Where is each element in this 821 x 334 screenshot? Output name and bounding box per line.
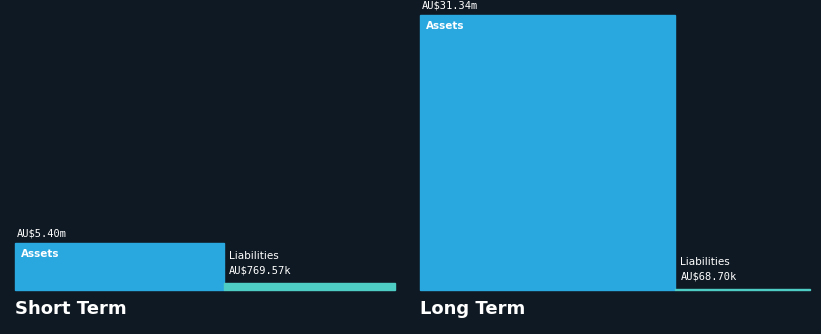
Bar xyxy=(224,283,395,290)
Text: AU$68.70k: AU$68.70k xyxy=(681,272,736,282)
Text: AU$5.40m: AU$5.40m xyxy=(17,228,67,238)
Text: Liabilities: Liabilities xyxy=(681,258,730,268)
Text: Assets: Assets xyxy=(426,21,465,31)
Text: Liabilities: Liabilities xyxy=(229,251,279,261)
Bar xyxy=(420,15,676,290)
Text: AU$769.57k: AU$769.57k xyxy=(229,265,291,275)
Text: Long Term: Long Term xyxy=(420,300,525,318)
Text: Short Term: Short Term xyxy=(15,300,126,318)
Bar xyxy=(15,242,224,290)
Bar xyxy=(676,289,810,290)
Text: AU$31.34m: AU$31.34m xyxy=(422,1,479,11)
Text: Assets: Assets xyxy=(21,248,59,259)
